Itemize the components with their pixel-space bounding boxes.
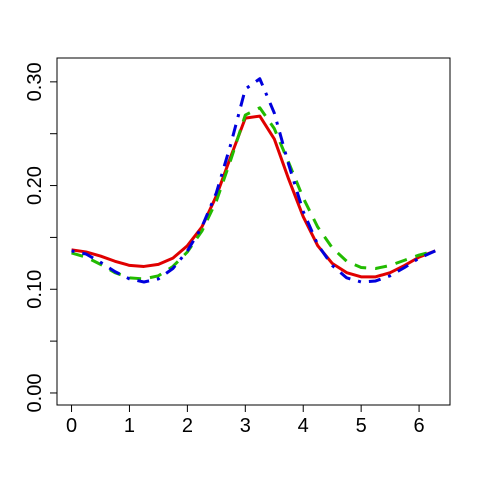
y-tick-label: 0.30: [24, 62, 46, 101]
x-tick-label: 4: [298, 415, 309, 437]
y-tick-label: 0.10: [24, 270, 46, 309]
series-line: [71, 77, 436, 284]
series-line: [71, 114, 436, 279]
y-tick-label: 0.20: [24, 166, 46, 205]
series-line: [71, 106, 436, 281]
plot-box: [56, 57, 451, 406]
x-tick-label: 5: [356, 415, 367, 437]
y-tick-label: 0.00: [24, 374, 46, 413]
x-tick-label: 2: [182, 415, 193, 437]
x-tick-label: 3: [240, 415, 251, 437]
x-tick-label: 1: [124, 415, 135, 437]
x-tick-label: 6: [414, 415, 425, 437]
x-tick-label: 0: [66, 415, 77, 437]
